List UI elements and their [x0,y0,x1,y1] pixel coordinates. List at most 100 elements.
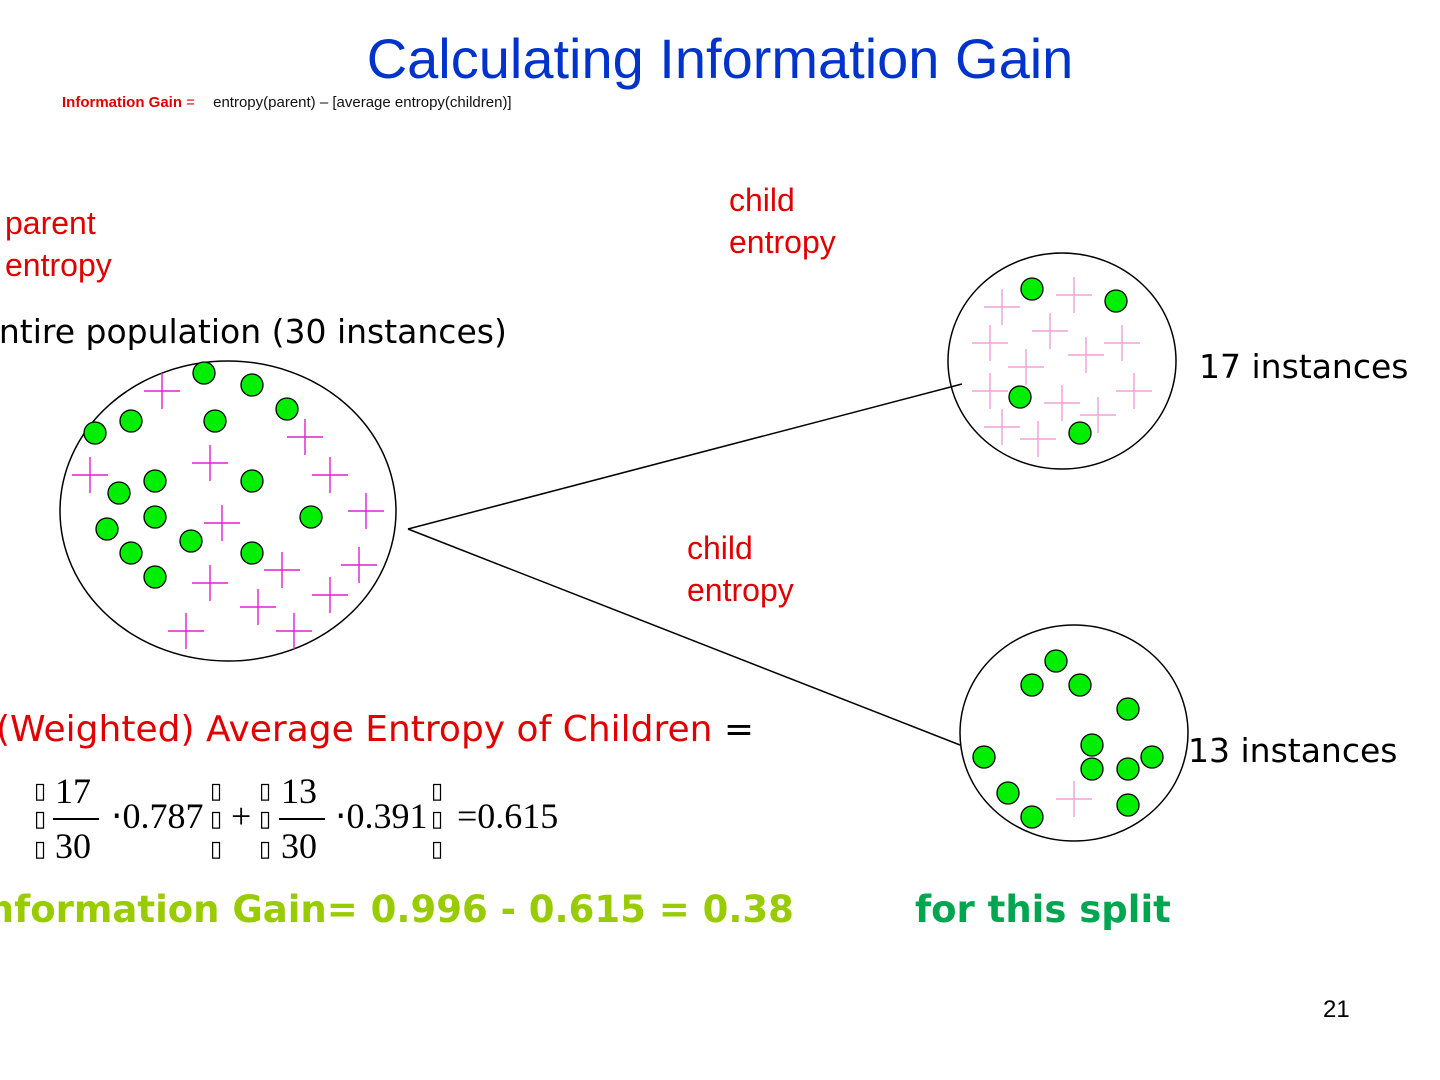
parent-green-dot-icon [240,469,264,493]
split-branch-bottom [407,528,961,746]
parent-green-dot-icon [299,505,323,529]
child-entropy-top-line2: entropy [729,224,836,260]
child-bottom-green-dot-icon [1068,673,1092,697]
bracket-glyph: ▯ [259,836,272,861]
child-top-instances: 17 instances [1199,347,1409,386]
parent-green-dot-icon [143,565,167,589]
weighted-average-equals: = [723,709,755,750]
formula-equals: = [186,94,195,111]
for-this-split-label: for this split [915,888,1171,931]
child-entropy-top-label: child entropy [729,179,836,263]
plus-sign: + [231,796,252,836]
child-bottom-green-dot-icon [1116,793,1140,817]
parent-green-dot-icon [95,517,119,541]
parent-green-dot-icon [275,397,299,421]
parent-plus-sign-icon [240,589,276,625]
child-bottom-green-dot-icon [1116,757,1140,781]
term1-entropy: ⋅0.787 [111,796,204,836]
parent-plus-sign-icon [72,457,108,493]
parent-green-dot-icon [83,421,107,445]
parent-plus-sign-icon [204,505,240,541]
formula-expression: entropy(parent) – [average entropy(child… [213,94,512,111]
parent-plus-sign-icon [192,445,228,481]
child-bottom-green-dot-icon [1020,673,1044,697]
parent-plus-sign-icon [168,613,204,649]
parent-plus-sign-icon [348,493,384,529]
term2-entropy: ⋅0.391 [335,796,428,836]
bracket-glyph: ▯ [34,806,47,831]
parent-plus-sign-icon [276,613,312,649]
bracket-glyph: ▯ [431,778,444,803]
parent-plus-sign-icon [312,577,348,613]
child-entropy-bottom-line2: entropy [687,572,794,608]
information-gain-formula: Information Gain = entropy(parent) – [av… [62,94,512,111]
child-bottom-green-dot-icon [1116,697,1140,721]
bracket-glyph: ▯ [259,806,272,831]
bracket-glyph: ▯ [259,778,272,803]
parent-plus-sign-icon [264,552,300,588]
child-top-plus-sign-icon [1116,373,1152,409]
parent-green-dot-icon [203,409,227,433]
child-bottom-green-dot-icon [972,745,996,769]
bracket-glyph: ▯ [210,778,223,803]
term1-numerator: 17 [55,771,91,811]
bracket-glyph: ▯ [210,806,223,831]
child-top-green-dot-icon [1020,277,1044,301]
population-label: Entire population (30 instances) [0,312,507,351]
information-gain-result: Information Gain= 0.996 - 0.615 = 0.38 [0,888,794,931]
parent-green-dot-icon [192,361,216,385]
parent-plus-sign-icon [312,457,348,493]
child-top-plus-sign-icon [1044,385,1080,421]
parent-green-dot-icon [143,469,167,493]
parent-plus-sign-icon [144,373,180,409]
child-top-plus-sign-icon [1008,349,1044,385]
weighted-average-heading: (Weighted) Average Entropy of Children = [0,709,754,750]
child-entropy-top-line1: child [729,182,795,218]
parent-population-ellipse [59,360,397,662]
child-bottom-green-dot-icon [1020,805,1044,829]
child-bottom-green-dot-icon [1080,757,1104,781]
child-top-green-dot-icon [1068,421,1092,445]
parent-green-dot-icon [143,505,167,529]
parent-plus-sign-icon [287,419,323,455]
parent-plus-sign-icon [192,565,228,601]
slide-title: Calculating Information Gain [366,27,1074,90]
child-top-plus-sign-icon [984,289,1020,325]
parent-green-dot-icon [240,541,264,565]
parent-plus-sign-icon [341,547,377,583]
child-entropy-bottom-line1: child [687,530,753,566]
child-bottom-green-dot-icon [1044,649,1068,673]
bracket-glyph: ▯ [34,836,47,861]
instance-marks [72,277,1164,829]
parent-green-dot-icon [179,529,203,553]
child-top-plus-sign-icon [1068,337,1104,373]
term2-denominator: 30 [281,826,317,866]
child-top-plus-sign-icon [972,373,1008,409]
child-bottom-green-dot-icon [1080,733,1104,757]
parent-entropy-line2: entropy [5,247,112,283]
term1-denominator: 30 [55,826,91,866]
page-number: 21 [1323,996,1350,1023]
child-top-plus-sign-icon [972,325,1008,361]
child-top-plus-sign-icon [1056,277,1092,313]
child-top-plus-sign-icon [1104,325,1140,361]
child-bottom-green-dot-icon [1140,745,1164,769]
child-top-ellipse [947,252,1177,470]
child-entropy-bottom-label: child entropy [687,527,794,611]
child-top-green-dot-icon [1104,289,1128,313]
parent-green-dot-icon [240,373,264,397]
bracket-glyph: ▯ [210,836,223,861]
child-bottom-ellipse [959,624,1189,842]
bracket-glyph: ▯ [431,806,444,831]
weighted-average-text: (Weighted) Average Entropy of Children [0,709,713,750]
child-bottom-green-dot-icon [996,781,1020,805]
child-top-plus-sign-icon [984,409,1020,445]
child-top-green-dot-icon [1008,385,1032,409]
weighted-average-result: =0.615 [457,796,559,836]
parent-entropy-line1: parent [5,205,96,241]
term2-numerator: 13 [281,771,317,811]
child-top-plus-sign-icon [1020,421,1056,457]
